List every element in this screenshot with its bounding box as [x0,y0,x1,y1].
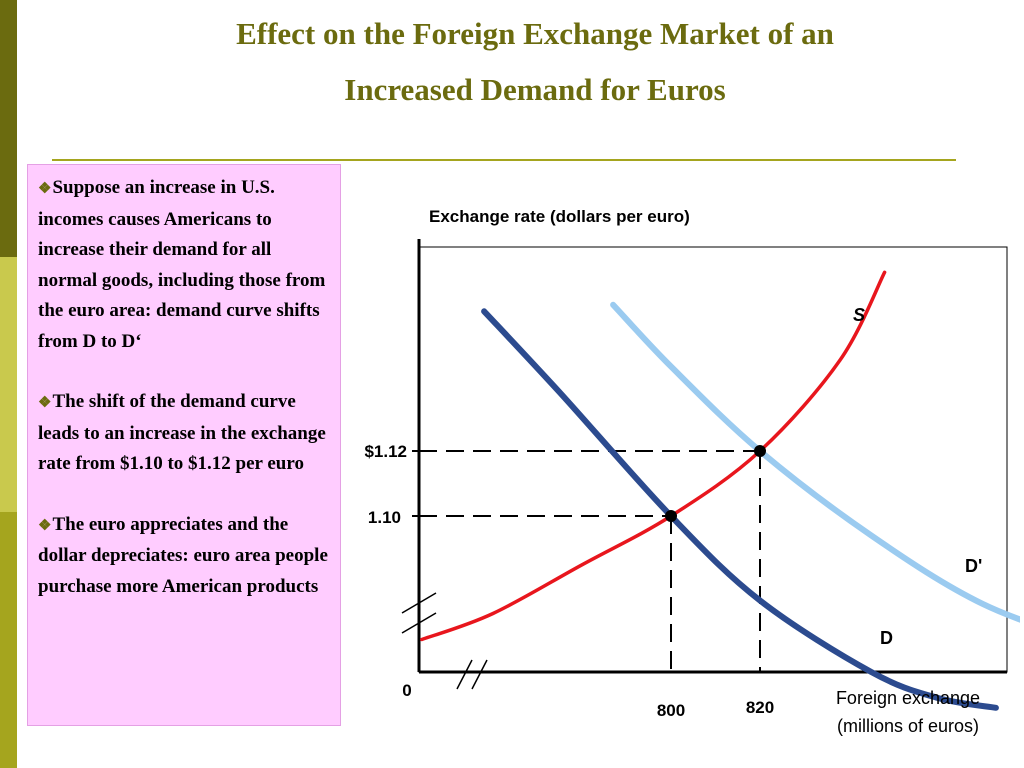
y-axis-break [401,592,437,634]
diamond-cluster-icon: ❖ [38,517,52,534]
y-tick-label: 1.10 [368,508,401,527]
bullet-text: Suppose an increase in U.S. incomes caus… [38,177,326,352]
slide-title-line-1: Effect on the Foreign Exchange Market of… [236,16,834,51]
x-axis-label-line-1: Foreign exchange [836,688,980,708]
series-label-d-prime: D' [965,556,982,576]
slide-title: Effect on the Foreign Exchange Market of… [60,6,1010,118]
x-tick-label: 820 [746,698,774,717]
sidebar-block-1 [0,0,17,257]
title-underline [52,159,956,161]
demand-curve-d-prime [610,301,1020,623]
equilibrium-point [665,510,677,522]
diamond-cluster-icon: ❖ [38,181,52,197]
sidebar-block-2 [0,257,17,512]
bullet-item: ❖The euro appreciates and the dollar dep… [38,510,334,603]
x-tick-label: 800 [657,701,685,720]
origin-label: 0 [402,681,411,700]
x-axis-label-line-2: (millions of euros) [837,716,979,736]
bullet-item: ❖Suppose an increase in U.S. incomes cau… [38,173,334,357]
supply-curve-s [420,270,887,642]
series-label-s: S [853,305,865,325]
bullet-text: The shift of the demand curve leads to a… [38,391,326,474]
equilibrium-point [754,445,766,457]
sidebar-decoration [0,0,17,768]
slide-title-line-2: Increased Demand for Euros [344,72,726,107]
bullet-text: The euro appreciates and the dollar depr… [38,513,328,597]
exchange-rate-chart: Exchange rate (dollars per euro) $1.12 1… [364,207,1020,736]
x-axis-break [456,659,488,690]
bullet-item: ❖The shift of the demand curve leads to … [38,387,334,480]
explanation-textbox: ❖Suppose an increase in U.S. incomes cau… [27,164,341,726]
series-label-d: D [880,628,893,648]
demand-curve-d [481,308,999,711]
sidebar-block-3 [0,512,17,768]
y-axis-label: Exchange rate (dollars per euro) [429,207,690,226]
diamond-cluster-icon: ❖ [38,395,52,411]
y-tick-label: $1.12 [364,442,407,461]
